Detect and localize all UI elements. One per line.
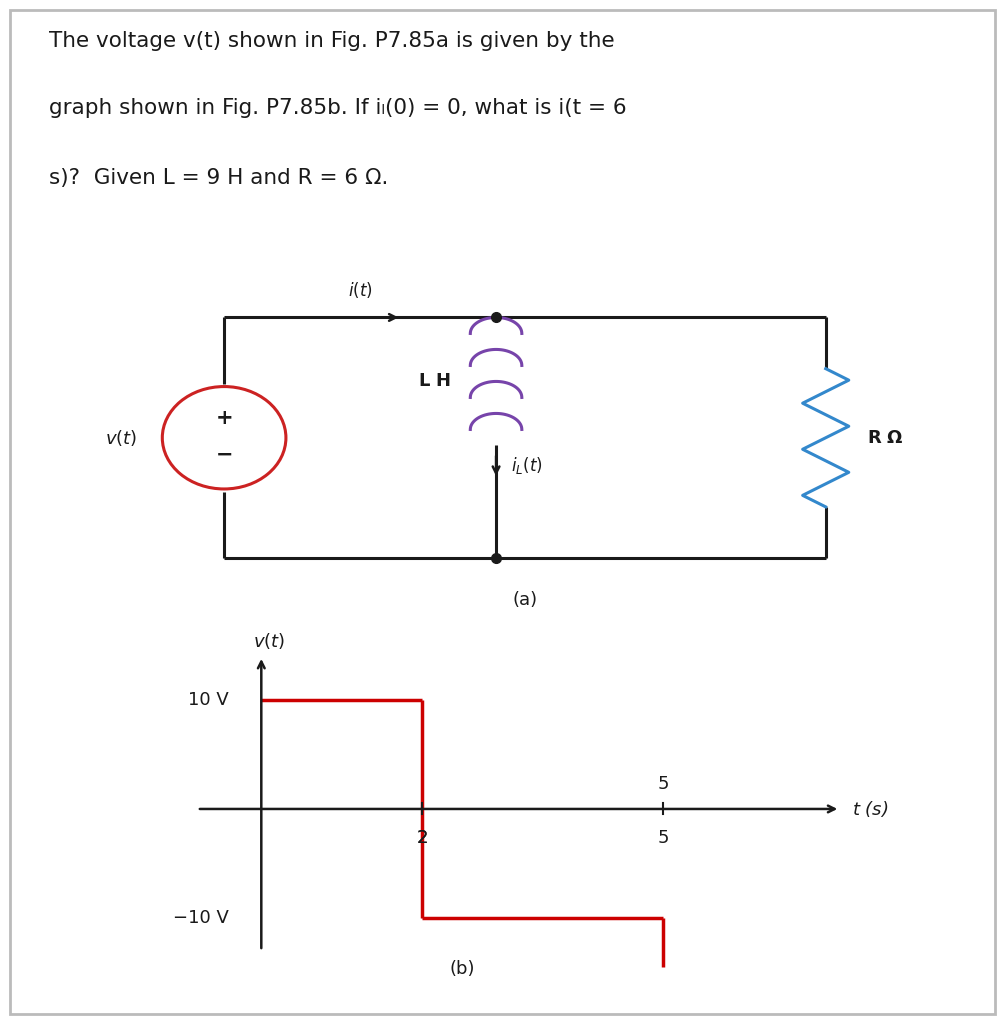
Text: 10 V: 10 V [188,691,229,709]
Text: −10 V: −10 V [173,909,229,927]
Text: $t$ (s): $t$ (s) [852,799,888,819]
Text: (b): (b) [449,961,475,978]
Text: $i(t)$: $i(t)$ [348,280,373,299]
Text: $\mathbf{L}$ $\mathbf{H}$: $\mathbf{L}$ $\mathbf{H}$ [418,373,450,390]
FancyBboxPatch shape [10,10,995,1014]
Text: $\mathbf{R}$ $\mathbf{\Omega}$: $\mathbf{R}$ $\mathbf{\Omega}$ [867,429,903,446]
Text: 2: 2 [416,828,428,847]
Text: (a): (a) [513,592,538,609]
Text: 5: 5 [657,774,669,793]
Text: $v(t)$: $v(t)$ [106,428,138,447]
Text: 5: 5 [657,828,669,847]
Text: graph shown in Fig. P7.85b. If iₗ(0) = 0, what is i(t = 6: graph shown in Fig. P7.85b. If iₗ(0) = 0… [49,98,627,119]
Text: −: − [215,444,233,464]
Text: +: + [215,409,233,428]
Text: 2: 2 [416,828,428,847]
Text: $v(t)$: $v(t)$ [253,631,285,650]
Text: s)?  Given L = 9 H and R = 6 Ω.: s)? Given L = 9 H and R = 6 Ω. [49,168,388,188]
Text: $i_L(t)$: $i_L(t)$ [511,456,543,476]
Text: The voltage v(t) shown in Fig. P7.85a is given by the: The voltage v(t) shown in Fig. P7.85a is… [49,31,615,51]
